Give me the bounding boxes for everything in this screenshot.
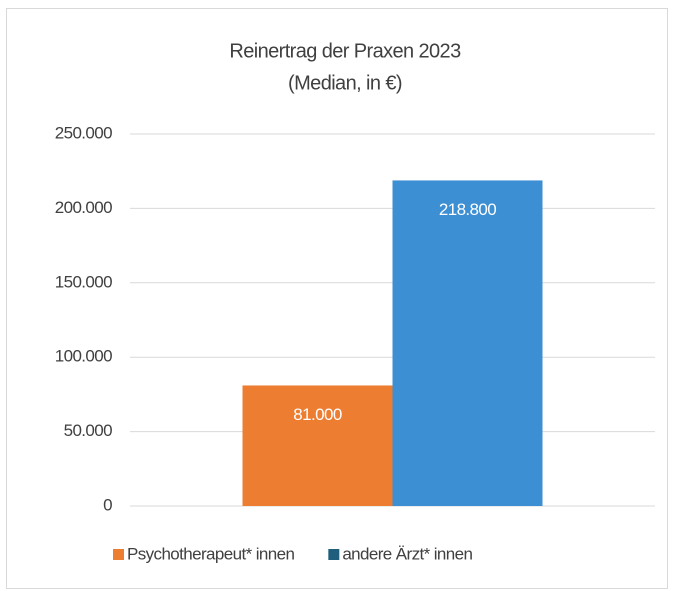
legend-label: Psychotherapeut* innen — [127, 544, 294, 563]
y-tick-label: 100.000 — [55, 347, 112, 366]
bar — [242, 385, 393, 506]
bar — [392, 180, 543, 506]
chart-title: Reinertrag der Praxen 2023 — [229, 40, 461, 62]
chart-subtitle: (Median, in €) — [288, 72, 402, 94]
legend-swatch — [328, 549, 340, 560]
y-tick-label: 200.000 — [55, 198, 112, 217]
y-tick-label: 0 — [103, 495, 112, 514]
legend-swatch — [113, 549, 124, 560]
data-label: 81.000 — [293, 405, 342, 424]
legend-label: andere Ärzt* innen — [342, 544, 472, 563]
data-label: 218.800 — [439, 200, 496, 219]
y-tick-label: 250.000 — [55, 123, 112, 142]
y-tick-label: 50.000 — [64, 421, 113, 440]
y-tick-label: 150.000 — [55, 272, 112, 291]
